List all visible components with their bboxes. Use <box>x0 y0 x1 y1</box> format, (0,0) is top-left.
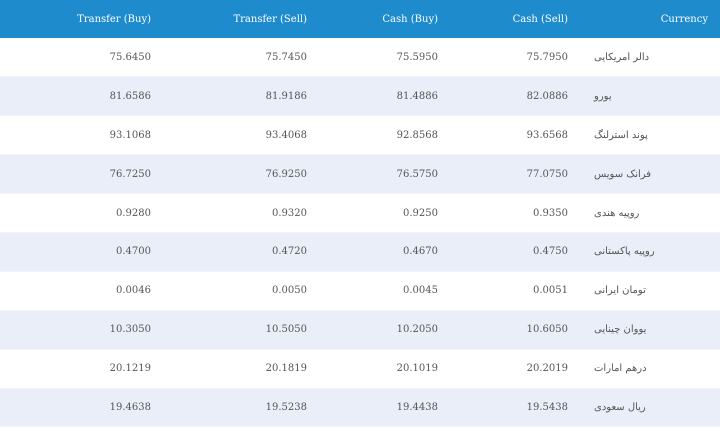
cell-cash-sell: 75.7950 <box>464 38 594 78</box>
cell-transfer-sell: 75.7450 <box>167 38 331 78</box>
cell-currency: ریال سعودی <box>594 388 720 427</box>
cell-cash-buy: 75.5950 <box>331 38 464 78</box>
table-row: 20.1219 20.1819 20.1019 20.2019 درهم اما… <box>0 349 720 389</box>
cell-transfer-sell: 93.4068 <box>167 115 331 156</box>
cell-transfer-sell: 81.9186 <box>167 76 331 117</box>
cell-cash-buy: 0.9250 <box>331 193 464 233</box>
cell-transfer-buy: 0.9280 <box>0 193 167 233</box>
header-currency: Currency <box>660 13 708 25</box>
cell-cash-sell: 0.0051 <box>464 271 594 311</box>
cell-transfer-sell: 10.5050 <box>167 310 331 350</box>
table-row: 0.9280 0.9320 0.9250 0.9350 روپیه هندی <box>0 193 720 233</box>
cell-transfer-sell: 19.5238 <box>167 388 331 427</box>
cell-cash-sell: 19.5438 <box>464 388 594 427</box>
cell-transfer-buy: 76.7250 <box>0 154 167 195</box>
cell-cash-buy: 0.4670 <box>331 232 464 272</box>
table-row: 0.0046 0.0050 0.0045 0.0051 تومان ایرانی <box>0 271 720 311</box>
cell-transfer-buy: 20.1219 <box>0 349 167 389</box>
cell-cash-sell: 77.0750 <box>464 154 594 195</box>
cell-cash-buy: 20.1019 <box>331 349 464 389</box>
cell-transfer-sell: 0.9320 <box>167 193 331 233</box>
cell-currency: پوند استرلنگ <box>594 115 720 156</box>
cell-cash-buy: 19.4438 <box>331 388 464 427</box>
table-header: Transfer (Buy) Transfer (Sell) Cash (Buy… <box>0 0 720 38</box>
cell-currency: روپیه پاکستانی <box>594 232 720 272</box>
cell-transfer-buy: 75.6450 <box>0 38 167 78</box>
cell-transfer-sell: 0.4720 <box>167 232 331 272</box>
cell-cash-sell: 82.0886 <box>464 76 594 117</box>
cell-currency: درهم امارات <box>594 349 720 389</box>
header-transfer-buy: Transfer (Buy) <box>77 13 151 25</box>
cell-transfer-buy: 0.4700 <box>0 232 167 272</box>
cell-cash-sell: 93.6568 <box>464 115 594 156</box>
cell-transfer-buy: 81.6586 <box>0 76 167 117</box>
table-row: 93.1068 93.4068 92.8568 93.6568 پوند است… <box>0 115 720 156</box>
table-row: 81.6586 81.9186 81.4886 82.0886 یورو <box>0 76 720 117</box>
header-cash-buy: Cash (Buy) <box>382 13 438 25</box>
table-row: 10.3050 10.5050 10.2050 10.6050 یووان چی… <box>0 310 720 350</box>
header-transfer-sell: Transfer (Sell) <box>233 13 307 25</box>
cell-cash-buy: 10.2050 <box>331 310 464 350</box>
table-body: 75.6450 75.7450 75.5950 75.7950 دالر امر… <box>0 38 720 427</box>
cell-cash-buy: 81.4886 <box>331 76 464 117</box>
cell-cash-buy: 0.0045 <box>331 271 464 311</box>
cell-cash-sell: 0.9350 <box>464 193 594 233</box>
table-row: 19.4638 19.5238 19.4438 19.5438 ریال سعو… <box>0 388 720 427</box>
cell-currency: تومان ایرانی <box>594 271 720 311</box>
cell-cash-sell: 0.4750 <box>464 232 594 272</box>
cell-currency: فرانک سویس <box>594 154 720 195</box>
cell-transfer-sell: 76.9250 <box>167 154 331 195</box>
cell-currency: دالر امریکایی <box>594 38 720 78</box>
cell-transfer-buy: 93.1068 <box>0 115 167 156</box>
cell-currency: یووان چینایی <box>594 310 720 350</box>
cell-cash-sell: 20.2019 <box>464 349 594 389</box>
cell-cash-sell: 10.6050 <box>464 310 594 350</box>
cell-transfer-buy: 0.0046 <box>0 271 167 311</box>
table-row: 0.4700 0.4720 0.4670 0.4750 روپیه پاکستا… <box>0 232 720 272</box>
header-row: Transfer (Buy) Transfer (Sell) Cash (Buy… <box>0 0 720 38</box>
header-cash-sell: Cash (Sell) <box>512 13 568 25</box>
cell-transfer-buy: 10.3050 <box>0 310 167 350</box>
table-row: 76.7250 76.9250 76.5750 77.0750 فرانک سو… <box>0 154 720 195</box>
cell-cash-buy: 76.5750 <box>331 154 464 195</box>
cell-transfer-sell: 20.1819 <box>167 349 331 389</box>
cell-currency: روپیه هندی <box>594 193 720 233</box>
cell-cash-buy: 92.8568 <box>331 115 464 156</box>
cell-currency: یورو <box>594 76 720 117</box>
cell-transfer-buy: 19.4638 <box>0 388 167 427</box>
cell-transfer-sell: 0.0050 <box>167 271 331 311</box>
table-row: 75.6450 75.7450 75.5950 75.7950 دالر امر… <box>0 38 720 78</box>
